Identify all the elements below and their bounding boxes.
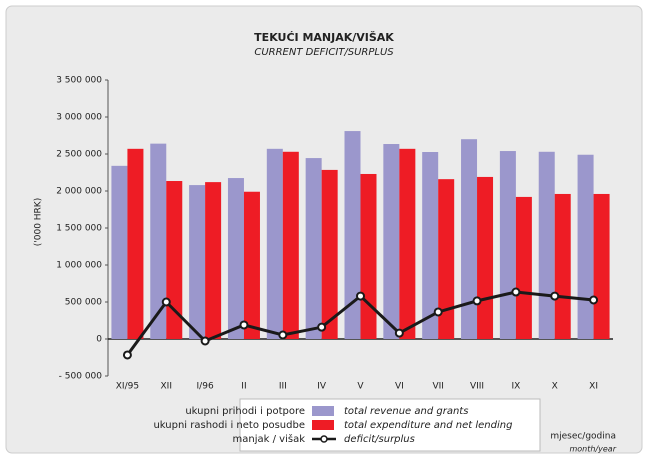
bar	[360, 173, 377, 339]
x-tick-label: V	[357, 382, 364, 392]
x-tick-label: IV	[317, 382, 327, 392]
legend-label-hr: manjak / višak	[233, 433, 306, 445]
line-marker	[511, 287, 521, 297]
legend-swatch-marker	[320, 435, 328, 443]
bar	[321, 169, 338, 339]
bar	[593, 193, 610, 339]
line-marker	[317, 322, 327, 332]
line-marker	[278, 330, 288, 340]
y-tick-label: - 500 000	[59, 372, 103, 382]
bar	[282, 151, 299, 339]
legend-swatch	[312, 420, 334, 430]
y-tick-label: 1 500 000	[56, 224, 102, 234]
bar	[422, 152, 439, 339]
bar	[127, 148, 144, 339]
bar	[266, 148, 283, 339]
bar	[383, 144, 400, 339]
line-marker	[200, 336, 210, 346]
line-marker	[356, 291, 365, 301]
bar	[111, 165, 128, 339]
bar	[554, 193, 571, 339]
y-tick-label: 1 000 000	[56, 261, 102, 271]
bar	[515, 196, 532, 339]
legend-label-hr: ukupni rashodi i neto posudbe	[153, 420, 305, 431]
bar	[477, 176, 494, 339]
x-tick-label: I/96	[197, 382, 214, 392]
bar	[499, 151, 516, 339]
legend-label: total revenue and grants	[344, 406, 468, 417]
line-marker	[122, 350, 132, 360]
line-marker	[550, 291, 560, 301]
legend-label-hr: ukupni prihodi i potpore	[185, 406, 305, 417]
y-tick-label: 3 000 000	[56, 113, 102, 123]
line-marker	[394, 328, 404, 338]
x-tick-label: X	[552, 382, 558, 392]
bar	[189, 185, 206, 339]
bar	[399, 148, 416, 339]
x-tick-label: II	[241, 382, 246, 392]
y-tick-label: 0	[96, 335, 102, 345]
x-tick-label: XI	[589, 382, 598, 392]
legend-label: deficit/surplus	[344, 434, 415, 445]
line-marker	[239, 320, 249, 330]
y-axis-label: ('000 HRK)	[34, 198, 44, 246]
y-tick-label: 2 000 000	[56, 187, 102, 197]
legend-swatch	[312, 406, 334, 416]
legend-label: total expenditure and net lending	[344, 420, 512, 431]
bar	[577, 154, 594, 339]
x-tick-label: VII	[432, 382, 443, 392]
bar	[461, 139, 478, 339]
bar	[538, 151, 555, 339]
bar	[205, 182, 222, 339]
x-tick-label: VIII	[470, 382, 484, 392]
x-tick-label: IX	[511, 382, 520, 392]
y-tick-label: 2 500 000	[56, 150, 102, 160]
line-marker	[161, 297, 171, 307]
legend-box	[239, 398, 541, 452]
bar	[150, 143, 167, 339]
bar	[305, 158, 322, 339]
bar	[344, 131, 361, 339]
y-tick-label: 3 500 000	[56, 76, 102, 86]
bar	[438, 179, 455, 339]
chart-title: TEKUĆI MANJAK/VIŠAK	[254, 31, 394, 44]
line-marker	[589, 295, 599, 305]
x-tick-label: III	[279, 382, 287, 392]
x-axis-label-en: month/year	[569, 445, 616, 454]
x-tick-label: XI/95	[116, 382, 139, 392]
chart-subtitle: CURRENT DEFICIT/SURPLUS	[254, 47, 394, 58]
bar	[243, 191, 260, 339]
bar	[166, 181, 183, 339]
x-axis-label: mjesec/godina	[550, 432, 616, 442]
y-tick-label: 500 000	[65, 298, 102, 308]
line-marker	[472, 296, 482, 306]
bar	[227, 178, 244, 339]
x-tick-label: XII	[161, 382, 172, 392]
line-marker	[433, 307, 443, 317]
x-tick-label: VI	[395, 382, 404, 392]
